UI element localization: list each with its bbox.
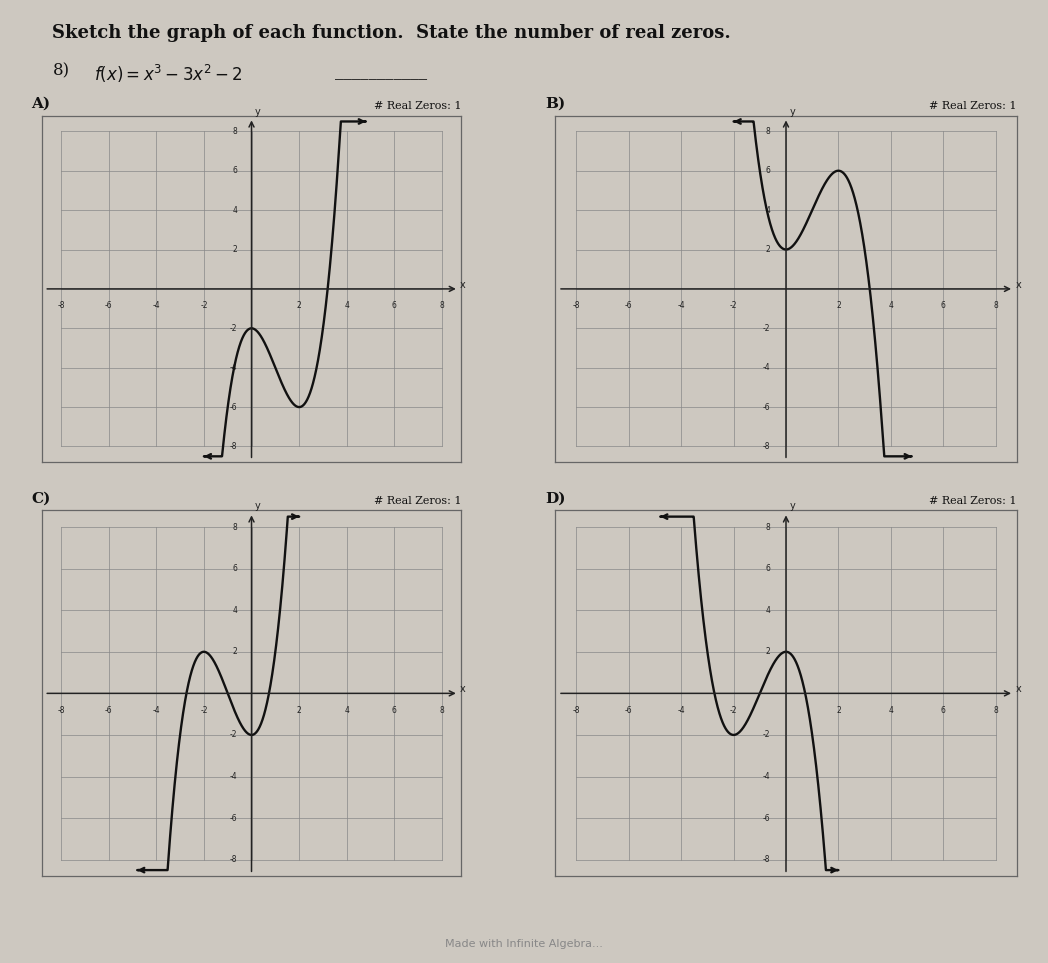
Text: 8: 8 <box>765 523 770 532</box>
Text: -6: -6 <box>230 814 237 822</box>
Text: # Real Zeros: 1: # Real Zeros: 1 <box>930 101 1017 111</box>
Text: -4: -4 <box>677 300 685 310</box>
Text: C): C) <box>31 491 50 506</box>
Text: 8: 8 <box>994 300 998 310</box>
Text: 4: 4 <box>233 606 237 614</box>
Text: -6: -6 <box>105 300 112 310</box>
Text: -8: -8 <box>763 442 770 451</box>
Text: Sketch the graph of each function.  State the number of real zeros.: Sketch the graph of each function. State… <box>52 24 732 42</box>
Text: -6: -6 <box>763 814 770 822</box>
Text: -2: -2 <box>729 300 738 310</box>
Text: 6: 6 <box>233 564 237 573</box>
Text: B): B) <box>545 96 565 111</box>
Text: -2: -2 <box>763 731 770 740</box>
Text: -4: -4 <box>152 706 160 715</box>
Text: -8: -8 <box>572 300 581 310</box>
Text: 8: 8 <box>233 523 237 532</box>
Text: -4: -4 <box>230 363 237 372</box>
Text: -2: -2 <box>763 324 770 333</box>
Text: 6: 6 <box>941 706 945 715</box>
Text: -8: -8 <box>58 706 65 715</box>
Text: y: y <box>255 107 260 117</box>
Text: -4: -4 <box>677 706 685 715</box>
Text: 2: 2 <box>836 300 840 310</box>
Text: 4: 4 <box>345 300 349 310</box>
Text: x: x <box>1016 280 1021 290</box>
Text: # Real Zeros: 1: # Real Zeros: 1 <box>374 496 461 506</box>
Text: 8: 8 <box>765 127 770 136</box>
Text: 6: 6 <box>392 706 397 715</box>
Text: 2: 2 <box>233 245 237 254</box>
Text: 6: 6 <box>233 167 237 175</box>
Text: -8: -8 <box>58 300 65 310</box>
Text: ___________: ___________ <box>335 63 428 80</box>
Text: -2: -2 <box>230 324 237 333</box>
Text: 2: 2 <box>836 706 840 715</box>
Text: 2: 2 <box>765 647 770 656</box>
Text: y: y <box>790 107 795 117</box>
Text: 8): 8) <box>52 63 69 80</box>
Text: y: y <box>790 502 795 511</box>
Text: 8: 8 <box>233 127 237 136</box>
Text: 2: 2 <box>297 706 302 715</box>
Text: # Real Zeros: 1: # Real Zeros: 1 <box>930 496 1017 506</box>
Text: 6: 6 <box>765 167 770 175</box>
Text: -2: -2 <box>200 300 208 310</box>
Text: -2: -2 <box>729 706 738 715</box>
Text: y: y <box>255 502 260 511</box>
Text: $f(x)=x^3-3x^2-2$: $f(x)=x^3-3x^2-2$ <box>94 63 243 85</box>
Text: -6: -6 <box>625 300 633 310</box>
Text: 4: 4 <box>233 206 237 215</box>
Text: -8: -8 <box>572 706 581 715</box>
Text: 2: 2 <box>297 300 302 310</box>
Text: 4: 4 <box>345 706 349 715</box>
Text: -8: -8 <box>230 855 237 864</box>
Text: 2: 2 <box>233 647 237 656</box>
Text: -6: -6 <box>230 403 237 411</box>
Text: # Real Zeros: 1: # Real Zeros: 1 <box>374 101 461 111</box>
Text: -4: -4 <box>763 772 770 781</box>
Text: 4: 4 <box>889 300 893 310</box>
Text: x: x <box>460 684 465 694</box>
Text: -6: -6 <box>763 403 770 411</box>
Text: -6: -6 <box>105 706 112 715</box>
Text: A): A) <box>31 96 50 111</box>
Text: 6: 6 <box>941 300 945 310</box>
Text: x: x <box>460 280 465 290</box>
Text: -8: -8 <box>230 442 237 451</box>
Text: 8: 8 <box>994 706 998 715</box>
Text: -4: -4 <box>763 363 770 372</box>
Text: D): D) <box>545 491 566 506</box>
Text: -8: -8 <box>763 855 770 864</box>
Text: 6: 6 <box>392 300 397 310</box>
Text: 6: 6 <box>765 564 770 573</box>
Text: x: x <box>1016 684 1021 694</box>
Text: 8: 8 <box>440 706 444 715</box>
Text: -6: -6 <box>625 706 633 715</box>
Text: 4: 4 <box>765 606 770 614</box>
Text: 8: 8 <box>440 300 444 310</box>
Text: -4: -4 <box>152 300 160 310</box>
Text: 4: 4 <box>765 206 770 215</box>
Text: 4: 4 <box>889 706 893 715</box>
Text: 2: 2 <box>765 245 770 254</box>
Text: -4: -4 <box>230 772 237 781</box>
Text: Made with Infinite Algebra...: Made with Infinite Algebra... <box>445 939 603 949</box>
Text: -2: -2 <box>230 731 237 740</box>
Text: -2: -2 <box>200 706 208 715</box>
